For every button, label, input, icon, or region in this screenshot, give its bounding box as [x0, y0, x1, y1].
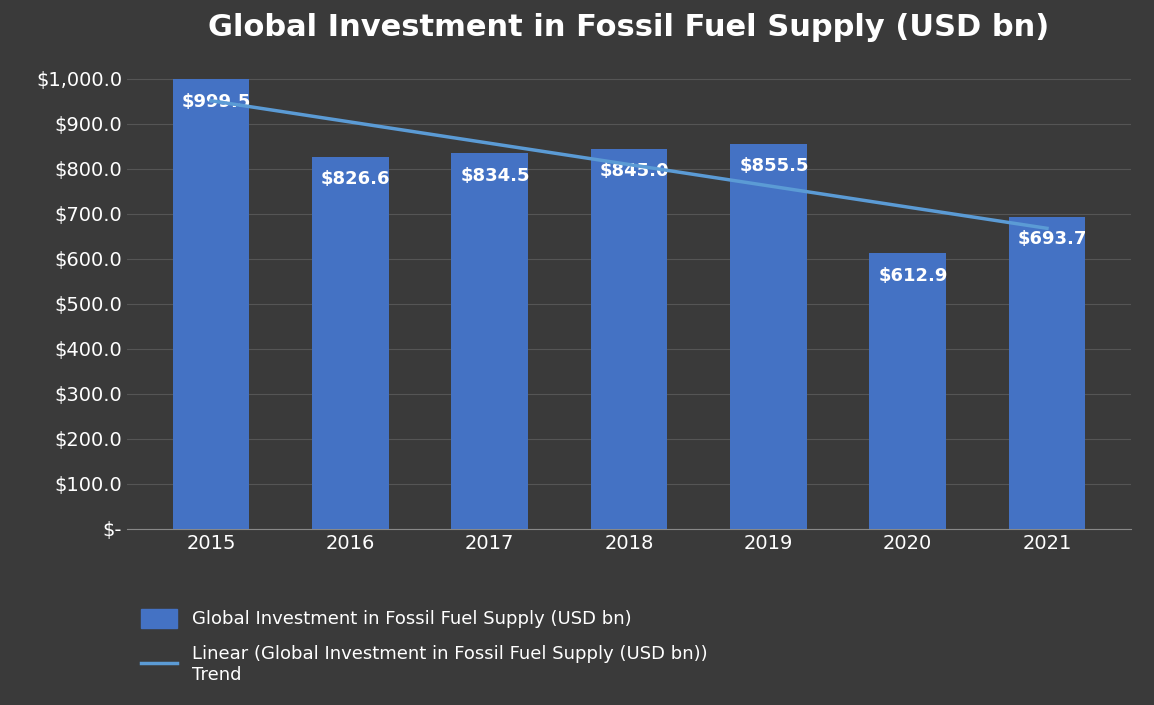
Legend: Global Investment in Fossil Fuel Supply (USD bn), Linear (Global Investment in F: Global Investment in Fossil Fuel Supply …	[136, 603, 713, 689]
Text: $693.7: $693.7	[1018, 230, 1087, 248]
Text: $845.0: $845.0	[600, 162, 669, 180]
Bar	[312, 157, 389, 529]
Text: $855.5: $855.5	[740, 157, 809, 176]
Text: $612.9: $612.9	[878, 266, 947, 285]
Bar	[869, 253, 946, 529]
Text: $834.5: $834.5	[460, 167, 530, 185]
Bar	[173, 79, 249, 529]
Title: Global Investment in Fossil Fuel Supply (USD bn): Global Investment in Fossil Fuel Supply …	[209, 13, 1049, 42]
Bar	[1009, 216, 1085, 529]
Text: $999.5: $999.5	[182, 92, 252, 111]
Text: $826.6: $826.6	[321, 171, 390, 188]
Bar	[591, 149, 667, 529]
Bar	[451, 154, 527, 529]
Bar	[730, 144, 807, 529]
